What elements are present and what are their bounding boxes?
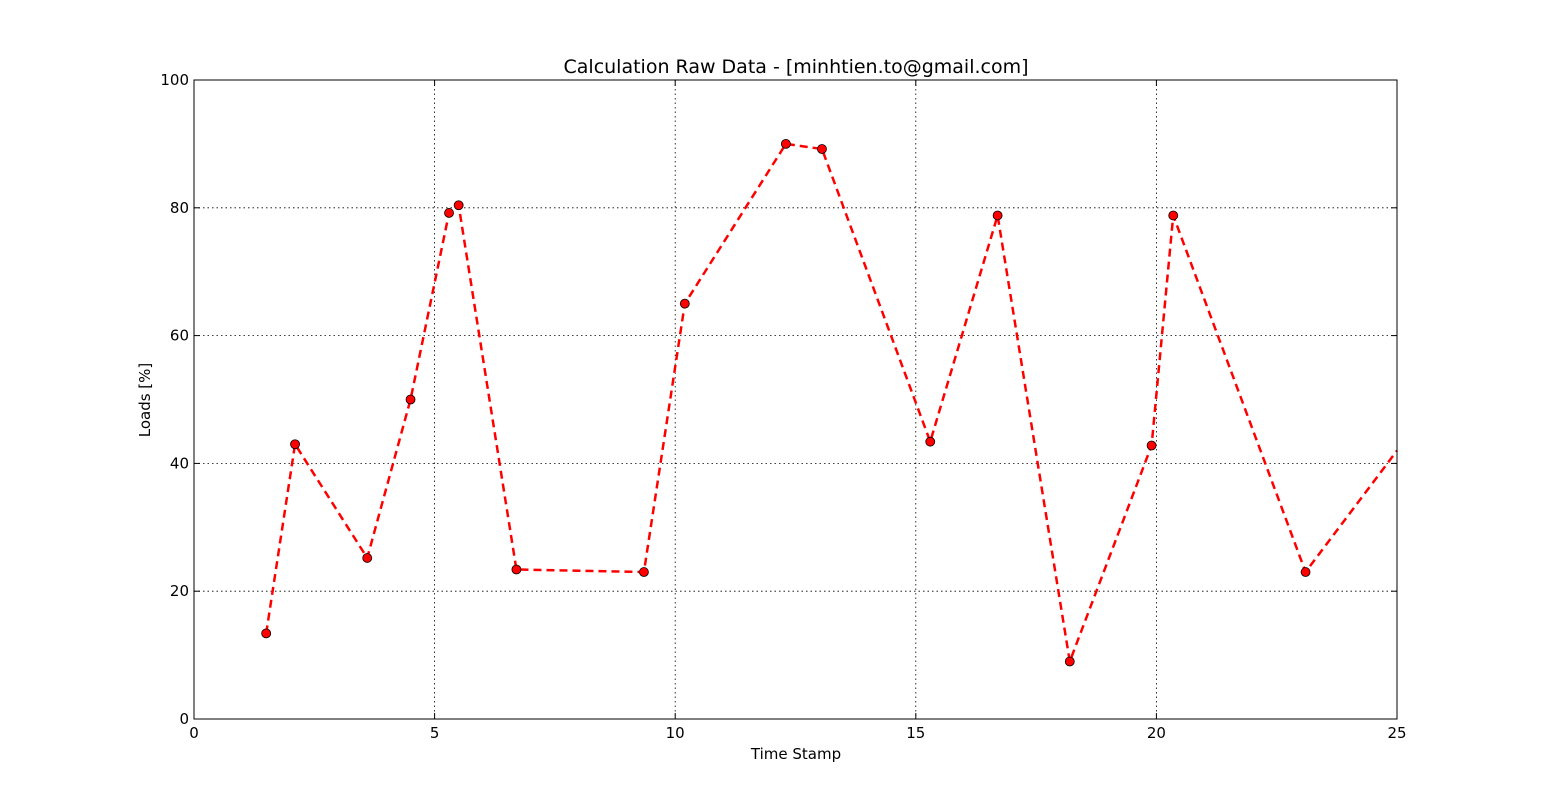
series-layer xyxy=(261,138,1398,667)
series-line xyxy=(264,142,1398,663)
x-tick-label: 0 xyxy=(189,724,199,742)
chart-title: Calculation Raw Data - [minhtien.to@gmai… xyxy=(564,56,1029,78)
x-axis-label: Time Stamp xyxy=(750,745,841,763)
data-point xyxy=(992,210,1003,221)
x-tick-label: 10 xyxy=(666,724,685,742)
y-tick-label: 60 xyxy=(170,327,189,345)
data-point xyxy=(290,439,300,450)
y-tick-label: 0 xyxy=(179,710,189,728)
grid-layer xyxy=(194,80,1397,719)
data-point xyxy=(679,298,690,309)
x-tick-label: 25 xyxy=(1387,724,1406,742)
data-point xyxy=(925,436,936,447)
data-point xyxy=(817,144,827,154)
data-point xyxy=(453,200,464,211)
data-point xyxy=(362,553,373,563)
x-tick-label: 20 xyxy=(1147,724,1166,742)
y-tick-label: 80 xyxy=(170,199,189,217)
x-tick-label: 15 xyxy=(906,724,925,742)
y-tick-label: 100 xyxy=(160,71,189,89)
plot-frame xyxy=(193,79,1398,720)
y-tick-label: 20 xyxy=(170,582,189,600)
x-tick-label: 5 xyxy=(430,724,440,742)
y-axis-label: Loads [%] xyxy=(136,363,154,438)
data-point xyxy=(261,628,272,639)
data-point xyxy=(1064,656,1075,667)
data-point xyxy=(511,564,522,575)
data-point xyxy=(405,394,416,405)
data-point xyxy=(1300,567,1311,577)
data-point xyxy=(780,138,791,149)
data-point xyxy=(1168,210,1179,221)
tick-layer: 0 5 10 15 20 25 0 20 40 60 80 100 xyxy=(160,71,1406,742)
data-point xyxy=(639,567,649,577)
data-point xyxy=(1146,440,1157,451)
y-tick-label: 40 xyxy=(170,454,189,472)
data-point xyxy=(444,208,454,218)
